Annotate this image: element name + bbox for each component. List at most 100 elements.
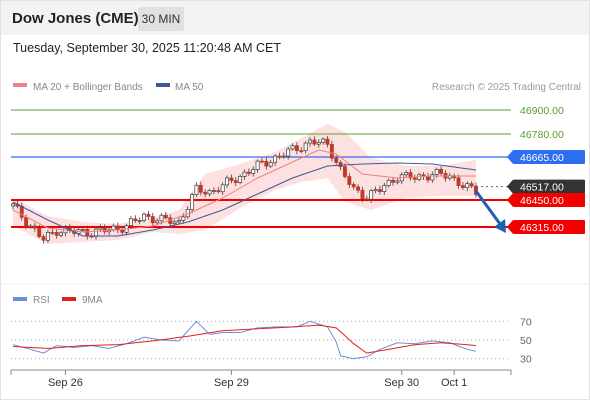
candle-body — [360, 189, 365, 200]
timeframe-button[interactable]: 30 MIN — [138, 7, 184, 31]
candle-body — [260, 160, 264, 163]
candle-body — [290, 145, 295, 150]
moving-averages-group — [12, 149, 477, 237]
ma20-line — [12, 149, 476, 233]
level-label-target: 46780.00 — [520, 129, 564, 141]
rsi-tick-label: 50 — [520, 335, 532, 347]
bollinger-band — [13, 124, 476, 244]
legend-swatch-ma20 — [13, 83, 27, 87]
level-label-pivot: 46665.00 — [520, 152, 564, 164]
candle-body — [11, 203, 15, 207]
rsi-line — [12, 320, 477, 360]
candle-body — [159, 214, 164, 222]
candle-body — [242, 171, 247, 177]
candle-body — [133, 218, 138, 222]
candle-body — [273, 155, 278, 164]
level-label-target: 46900.00 — [520, 105, 564, 117]
legend-label-ma20: MA 20 + Bollinger Bands — [33, 82, 143, 93]
candle-body — [465, 183, 470, 188]
candle-body — [142, 213, 146, 221]
candle-body — [28, 225, 33, 228]
candle-body — [356, 186, 361, 191]
candle-body — [456, 177, 461, 186]
level-label-bg — [513, 179, 585, 194]
level-label-bg — [513, 220, 585, 234]
candle-body — [37, 227, 42, 237]
candle-body — [308, 139, 312, 144]
x-tick-label: Oct 1 — [441, 377, 467, 389]
candle-body — [198, 184, 203, 193]
candle-body — [177, 219, 181, 223]
candle-body — [98, 227, 103, 230]
projection-arrow — [474, 190, 506, 233]
candle-body — [434, 168, 439, 175]
x-tick-label: Sep 29 — [214, 377, 249, 389]
candle-body — [233, 180, 238, 183]
candle-body — [115, 225, 120, 231]
candle-body — [19, 205, 24, 218]
candle-body — [299, 150, 304, 152]
legend-label-9ma: 9MA — [82, 295, 103, 306]
candle-body — [45, 232, 50, 241]
candle-body — [155, 220, 160, 224]
candle-body — [404, 172, 409, 176]
candle-body — [281, 155, 286, 158]
candle-body — [24, 217, 29, 227]
candle-body — [286, 148, 291, 157]
candle-body — [150, 216, 155, 224]
candle-body — [268, 162, 273, 167]
candle-body — [325, 138, 330, 145]
candle-body — [128, 218, 133, 226]
candle-body — [343, 166, 347, 177]
level-label-pointer — [507, 193, 513, 207]
candle-body — [303, 142, 308, 152]
candle-body — [469, 183, 474, 187]
legend-swatch-rsi — [13, 297, 27, 301]
legend-swatch-ma50 — [156, 83, 170, 87]
legend-label-ma50: MA 50 — [175, 82, 204, 93]
candle-body — [316, 142, 321, 145]
candle-body — [386, 179, 391, 186]
candle-body — [229, 177, 234, 181]
x-tick-label: Sep 26 — [48, 377, 83, 389]
candle-body — [382, 185, 387, 192]
candle-body — [321, 138, 326, 143]
level-label-support: 46450.00 — [520, 195, 564, 207]
candle-body — [94, 228, 98, 237]
candle-body — [59, 232, 63, 236]
level-label-pointer — [507, 150, 513, 164]
candle-body — [80, 229, 85, 231]
candle-body — [377, 189, 382, 192]
candle-body — [251, 169, 256, 174]
candle-body — [203, 191, 208, 195]
candle-body — [369, 190, 374, 200]
level-label-support: 46315.00 — [520, 222, 564, 234]
candle-body — [460, 185, 465, 188]
bollinger-band-group — [13, 124, 476, 244]
candle-body — [430, 174, 435, 181]
candle-body — [426, 176, 430, 181]
instrument-title: Dow Jones (CME) — [12, 10, 139, 27]
candle-body — [54, 232, 59, 236]
watermark: Research © 2025 Trading Central — [432, 82, 581, 93]
header-bar: Dow Jones (CME) 30 MIN — [1, 1, 589, 35]
x-axis-group: Sep 26 Sep 29 Sep 30 Oct 1 — [10, 370, 512, 389]
level-label-pointer — [507, 179, 513, 194]
legend-label-rsi: RSI — [33, 295, 50, 306]
candle-body — [220, 184, 225, 193]
candle-body — [395, 180, 400, 183]
candle-body — [408, 172, 413, 179]
candle-body — [41, 236, 46, 241]
candle-body — [334, 157, 339, 163]
candle-body — [216, 190, 221, 193]
rsi-ma-line — [12, 324, 477, 354]
level-label-pointer — [507, 220, 513, 234]
candle-body — [32, 225, 37, 229]
candle-body — [329, 143, 334, 159]
candle-body — [194, 184, 199, 195]
candle-body — [264, 160, 269, 167]
candle-body — [211, 190, 216, 192]
candle-body — [391, 179, 395, 183]
candle-body — [412, 177, 417, 180]
